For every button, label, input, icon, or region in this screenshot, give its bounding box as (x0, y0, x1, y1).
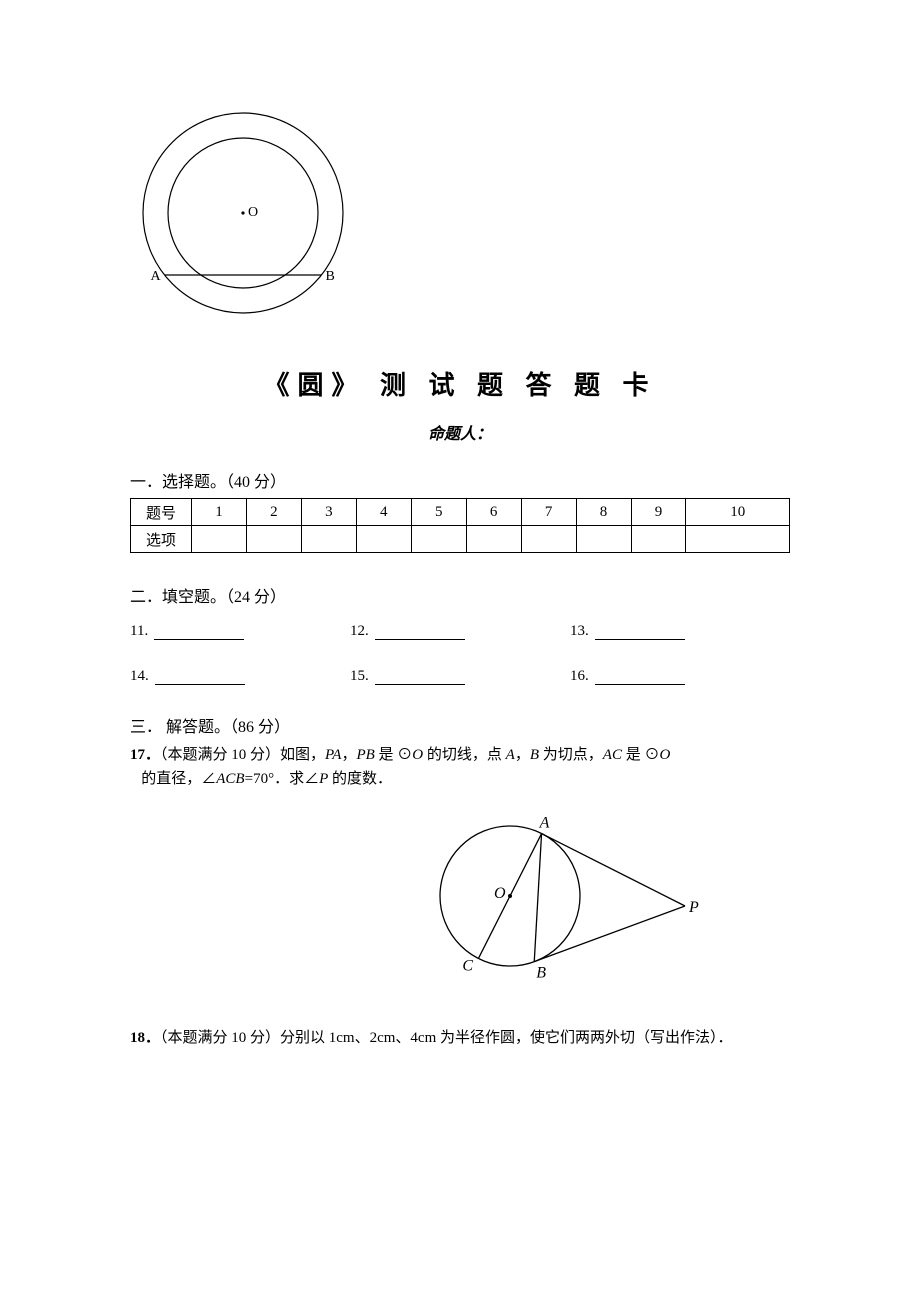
fill-item: 12. (350, 623, 570, 640)
table-cell-qnum: 8 (576, 499, 631, 526)
p17-c2: ， (515, 747, 530, 763)
p17-t6: =70°．求∠ (245, 771, 319, 787)
table-cell-choice[interactable] (246, 526, 301, 553)
section2-header: 二．填空题。（24 分） (130, 583, 790, 607)
table-cell-qnum: 7 (521, 499, 576, 526)
fill-item-line[interactable] (154, 623, 244, 640)
page-title: 《圆》 测 试 题 答 题 卡 (130, 365, 790, 402)
p17-P: P (319, 771, 328, 787)
svg-text:O: O (494, 885, 506, 902)
table-cell-qnum: 6 (466, 499, 521, 526)
subtitle-author: 命题人： (130, 420, 790, 444)
svg-text:O: O (248, 205, 258, 220)
table-cell-choice[interactable] (411, 526, 466, 553)
p17-O1: O (412, 747, 423, 763)
p18-text: （本题满分 10 分）分别以 1cm、2cm、4cm 为半径作圆，使它们两两外切… (160, 1030, 732, 1046)
p17-PA: PA (325, 747, 341, 763)
diagram-concentric-circles: O A B (140, 110, 790, 325)
p17-O2: O (659, 747, 670, 763)
fill-item: 15. (350, 668, 570, 685)
p17-A: A (506, 747, 515, 763)
table-cell-choice[interactable] (192, 526, 247, 553)
table-cell-qnum: 1 (192, 499, 247, 526)
fill-item-number: 14. (130, 668, 149, 685)
table-cell-choice[interactable] (356, 526, 411, 553)
table-cell-qnum: 10 (686, 499, 790, 526)
fill-item-line[interactable] (595, 623, 685, 640)
fill-blank-section: 11. 12. 13. 14. 15. 16. (130, 623, 790, 685)
svg-text:B: B (536, 965, 546, 982)
problem-17: 17．（本题满分 10 分）如图，PA，PB 是 ⊙O 的切线，点 A，B 为切… (130, 743, 790, 791)
section3-header: 三． 解答题。（86 分） (130, 713, 790, 737)
fill-item: 16. (570, 668, 790, 685)
p17-t1: 是 ⊙ (375, 747, 413, 763)
table-cell-qnum: 2 (246, 499, 301, 526)
problem-17-num: 17． (130, 747, 160, 763)
svg-text:A: A (151, 269, 162, 284)
svg-text:C: C (462, 957, 473, 974)
p17-ACB: ACB (216, 771, 244, 787)
fill-item: 11. (130, 623, 350, 640)
fill-item-line[interactable] (375, 623, 465, 640)
fill-item: 13. (570, 623, 790, 640)
section1-header: 一．选择题。（40 分） (130, 468, 790, 492)
svg-text:B: B (325, 269, 334, 284)
table-cell-qnum: 5 (411, 499, 466, 526)
fill-item-number: 13. (570, 623, 589, 640)
diagram-tangent-circle: A B C O P (350, 811, 790, 996)
fill-item-line[interactable] (155, 668, 245, 685)
table-cell-choice[interactable] (301, 526, 356, 553)
fill-item-line[interactable] (595, 668, 685, 685)
table-cell-choice[interactable] (466, 526, 521, 553)
table-header-qnum: 题号 (131, 499, 192, 526)
table-cell-choice[interactable] (576, 526, 631, 553)
fill-item-number: 12. (350, 623, 369, 640)
table-cell-choice[interactable] (686, 526, 790, 553)
fill-item-number: 16. (570, 668, 589, 685)
p17-t4: 是 ⊙ (622, 747, 660, 763)
table-cell-choice[interactable] (631, 526, 686, 553)
p17-t3: 为切点， (539, 747, 603, 763)
p17-pre: （本题满分 10 分）如图， (160, 747, 325, 763)
table-cell-qnum: 3 (301, 499, 356, 526)
table-cell-choice[interactable] (521, 526, 576, 553)
p17-t2: 的切线，点 (423, 747, 506, 763)
problem-18: 18．（本题满分 10 分）分别以 1cm、2cm、4cm 为半径作圆，使它们两… (130, 1026, 790, 1050)
p17-t5: 的直径，∠ (141, 771, 216, 787)
fill-item-line[interactable] (375, 668, 465, 685)
p17-B: B (530, 747, 539, 763)
p17-t7: 的度数． (328, 771, 392, 787)
table-header-choice: 选项 (131, 526, 192, 553)
choice-answer-table: 题号 12345678910 选项 (130, 498, 790, 553)
p17-c1: ， (341, 747, 356, 763)
fill-item-number: 15. (350, 668, 369, 685)
p17-PB: PB (356, 747, 374, 763)
fill-item-number: 11. (130, 623, 148, 640)
fill-item: 14. (130, 668, 350, 685)
p17-AC: AC (603, 747, 622, 763)
problem-18-num: 18． (130, 1030, 160, 1046)
table-cell-qnum: 9 (631, 499, 686, 526)
svg-text:P: P (688, 899, 699, 916)
svg-text:A: A (539, 815, 550, 832)
table-cell-qnum: 4 (356, 499, 411, 526)
